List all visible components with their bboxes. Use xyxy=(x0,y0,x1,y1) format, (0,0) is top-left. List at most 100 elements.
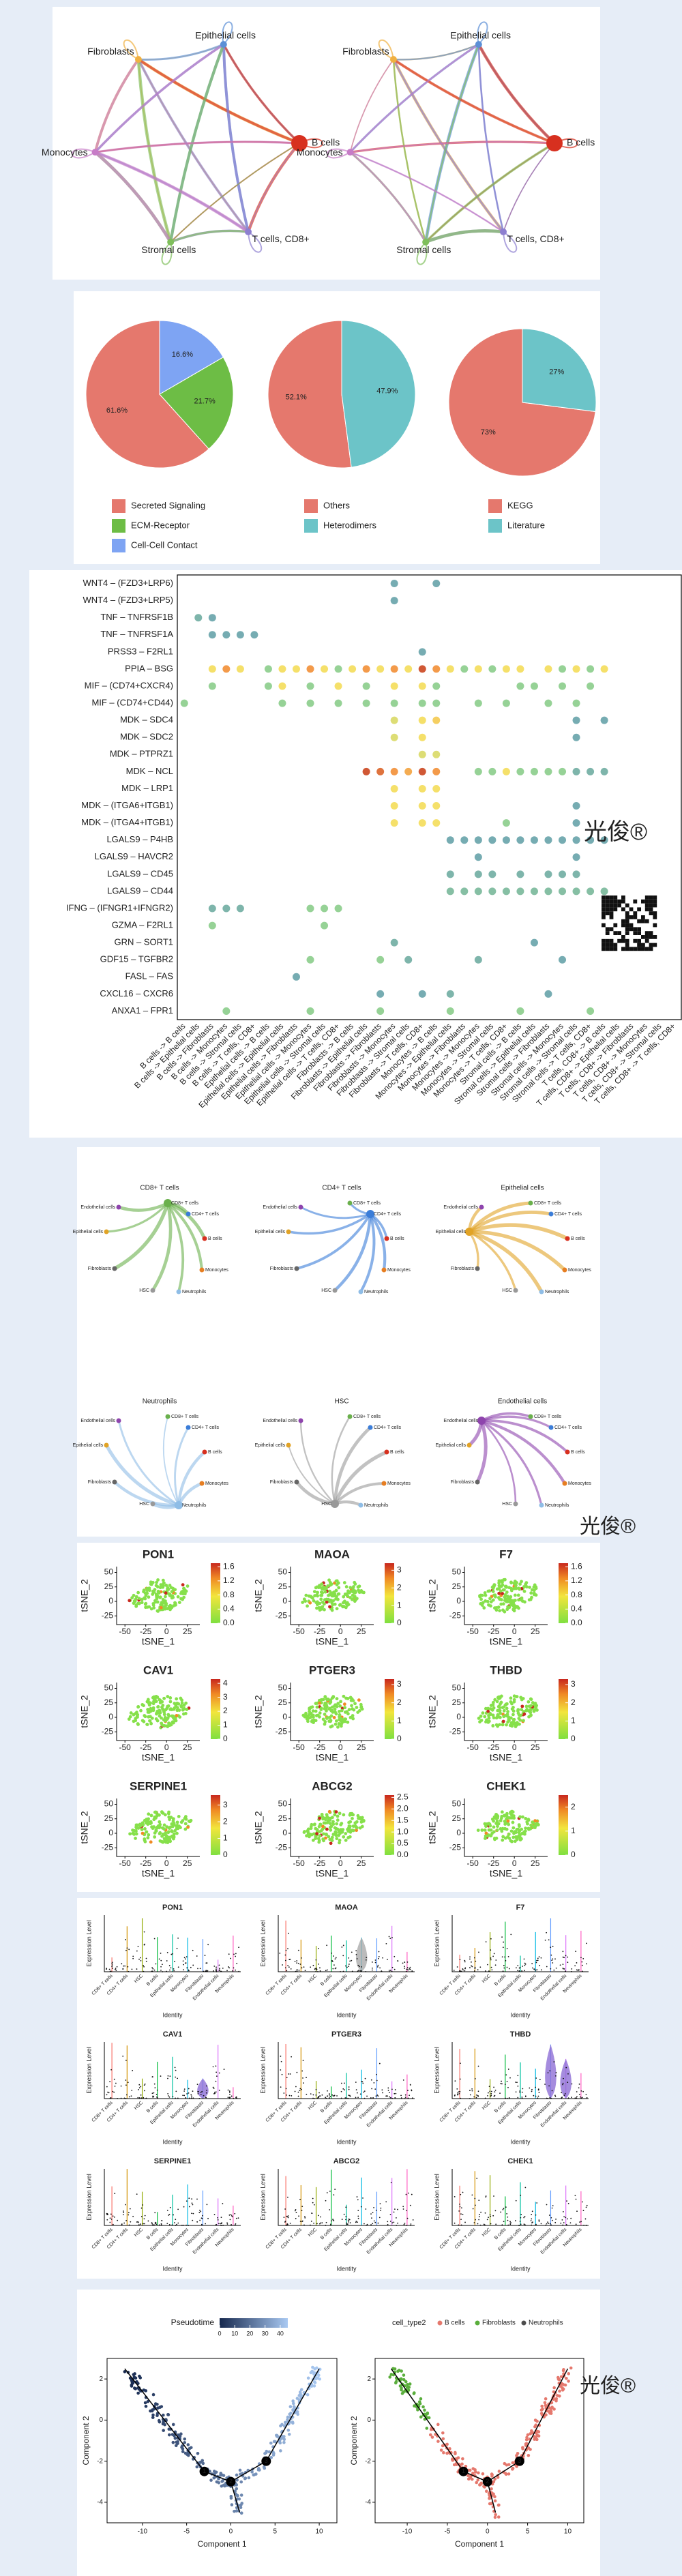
cell-dot xyxy=(176,1595,180,1599)
tree-node xyxy=(548,1211,554,1217)
dot xyxy=(474,870,482,878)
jitter-dot xyxy=(373,2220,375,2222)
cell-point xyxy=(235,2478,239,2482)
cell-dot xyxy=(149,1721,153,1726)
jitter-dot xyxy=(137,2221,139,2223)
cell-dot xyxy=(329,1708,333,1713)
cell-dot xyxy=(329,1824,333,1829)
trajectory xyxy=(124,2368,205,2472)
jitter-dot xyxy=(160,2075,162,2077)
tree-node-label: Monocytes xyxy=(387,1481,411,1486)
cell-dot xyxy=(315,1832,318,1836)
jitter-dot xyxy=(366,2095,368,2097)
cell-dot xyxy=(184,1701,188,1705)
jitter-dot xyxy=(552,1945,554,1947)
cell-dot xyxy=(128,1599,132,1603)
cell-dot xyxy=(506,1597,510,1601)
jitter-dot xyxy=(389,1938,391,1940)
jitter-dot xyxy=(294,1960,296,1962)
jitter-dot xyxy=(185,1958,186,1960)
network-edge xyxy=(425,229,504,244)
cell-dot xyxy=(318,1601,322,1605)
cell-point xyxy=(456,2456,460,2459)
jitter-dot xyxy=(106,2094,108,2096)
jitter-dot xyxy=(153,1938,155,1940)
cell-dot xyxy=(505,1608,509,1612)
jitter-dot xyxy=(346,2223,349,2225)
cell-dot xyxy=(315,1600,319,1604)
cell-dot xyxy=(532,1709,536,1713)
dot xyxy=(446,1007,454,1015)
cell-dot xyxy=(186,1584,190,1588)
dot xyxy=(208,682,216,690)
dot xyxy=(488,665,496,673)
x-tick-label: -25 xyxy=(140,1627,152,1636)
cell-dot xyxy=(177,1824,181,1829)
row-label: MDK – (ITGA4+ITGB1) xyxy=(81,817,173,827)
y-tick-label: 0 xyxy=(108,1828,113,1837)
jitter-dot xyxy=(228,2090,231,2092)
branch-point xyxy=(261,2456,271,2466)
jitter-dot xyxy=(364,2223,365,2225)
cell-dot xyxy=(334,1588,338,1593)
jitter-dot xyxy=(492,1955,494,1957)
cell-dot xyxy=(335,1595,338,1599)
dot xyxy=(306,682,314,690)
jitter-dot xyxy=(585,2206,587,2208)
cell-dot xyxy=(323,1695,327,1699)
self-loop xyxy=(123,39,139,61)
jitter-dot xyxy=(409,2204,411,2206)
cell-dot xyxy=(350,1704,353,1708)
jitter-dot xyxy=(540,1957,542,1959)
cell-dot xyxy=(512,1700,516,1704)
colorbar-tick-label: 0 xyxy=(397,1734,402,1743)
tree-node xyxy=(116,1204,121,1210)
tree-node-label: B cells xyxy=(390,1450,404,1455)
cell-dot xyxy=(338,1838,342,1842)
cell-dot xyxy=(318,1608,322,1612)
tree-node xyxy=(475,1266,480,1271)
dot xyxy=(559,836,567,844)
cell-point xyxy=(561,2369,565,2373)
jitter-dot xyxy=(128,2214,130,2216)
x-tick-label: -25 xyxy=(140,1859,152,1868)
cell-dot xyxy=(337,1829,341,1833)
cell-point xyxy=(144,2405,148,2408)
cell-dot xyxy=(130,1596,134,1600)
axis-line xyxy=(116,1683,200,1741)
tree-edge xyxy=(469,1223,569,1241)
jitter-dot xyxy=(344,2082,345,2084)
cell-dot xyxy=(168,1603,173,1608)
cell-dot xyxy=(128,1715,132,1719)
cell-point xyxy=(239,2480,243,2484)
cell-dot xyxy=(311,1709,315,1713)
cell-dot xyxy=(179,1704,183,1708)
jitter-dot xyxy=(453,1970,455,1971)
jitter-dot xyxy=(188,2088,190,2090)
jitter-dot xyxy=(325,1970,327,1972)
cell-dot xyxy=(134,1603,138,1607)
tree-edge xyxy=(174,1427,190,1506)
jitter-dot xyxy=(406,1967,409,1968)
cell-dot xyxy=(302,1831,306,1834)
cell-point xyxy=(484,2489,488,2493)
cell-point xyxy=(394,2381,398,2385)
y-tick-label: 25 xyxy=(104,1698,114,1707)
jitter-dot xyxy=(289,2073,291,2075)
x-tick-label: 25 xyxy=(357,1859,366,1868)
jitter-dot xyxy=(404,1968,406,1969)
cell-point xyxy=(311,2365,314,2369)
cell-point xyxy=(416,2408,419,2412)
tree-title: CD4+ T cells xyxy=(322,1185,361,1192)
qr-module xyxy=(629,923,634,928)
cell-dot xyxy=(312,1718,316,1722)
jitter-dot xyxy=(490,1949,492,1951)
jitter-dot xyxy=(318,1948,319,1949)
jitter-dot xyxy=(110,2218,113,2220)
cell-dot xyxy=(186,1825,190,1829)
qr-module xyxy=(625,911,629,915)
cell-dot xyxy=(183,1822,188,1826)
cell-point xyxy=(404,2380,408,2384)
branch-label: 1 xyxy=(462,2468,465,2474)
